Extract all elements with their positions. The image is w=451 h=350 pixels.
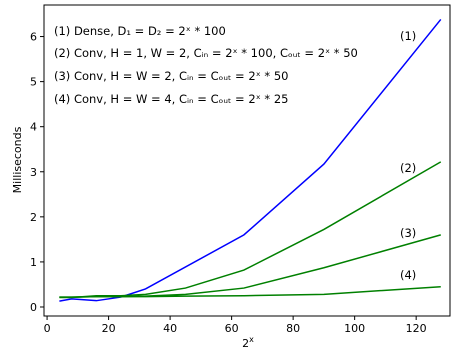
y-tick-label: 3 [30,166,37,179]
x-tick-label: 120 [406,322,427,335]
plot-frame [43,4,451,317]
annotation-4: (4) Conv, H = W = 4, Cᵢₙ = Cₒᵤₜ = 2ˣ * 2… [54,92,288,106]
x-axis-label: 2x [242,335,254,350]
y-tick-label: 4 [30,121,37,134]
series-line-1 [59,18,442,302]
series-label-3: (3) [400,226,416,240]
x-tick-label: 0 [44,322,51,335]
y-tick-label: 2 [30,211,37,224]
series-group [59,18,442,302]
y-tick-label: 1 [30,256,37,269]
annotation-3: (3) Conv, H = W = 2, Cᵢₙ = Cₒᵤₜ = 2ˣ * 5… [54,69,288,83]
series-label-4: (4) [400,268,416,282]
x-tick-label: 60 [225,322,239,335]
annotation-2: (2) Conv, H = 1, W = 2, Cᵢₙ = 2ˣ * 100, … [54,46,358,60]
x-tick-label: 20 [102,322,116,335]
axis-ticks: 0 20 40 60 80 100 120 0 1 2 3 4 5 6 [30,31,427,335]
series-label-1: (1) [400,29,416,43]
annotation-block: (1) Dense, D₁ = D₂ = 2ˣ * 100 (2) Conv, … [54,24,358,106]
x-tick-label: 40 [163,322,177,335]
y-tick-label: 0 [30,301,37,314]
annotation-1: (1) Dense, D₁ = D₂ = 2ˣ * 100 [54,24,226,38]
x-tick-label: 100 [344,322,365,335]
x-tick-label: 80 [286,322,300,335]
y-axis-label: Milliseconds [11,126,24,193]
series-line-4 [59,285,441,298]
y-tick-label: 6 [30,31,37,44]
series-line-3 [59,234,441,298]
series-label-2: (2) [400,161,416,175]
y-tick-label: 5 [30,76,37,89]
